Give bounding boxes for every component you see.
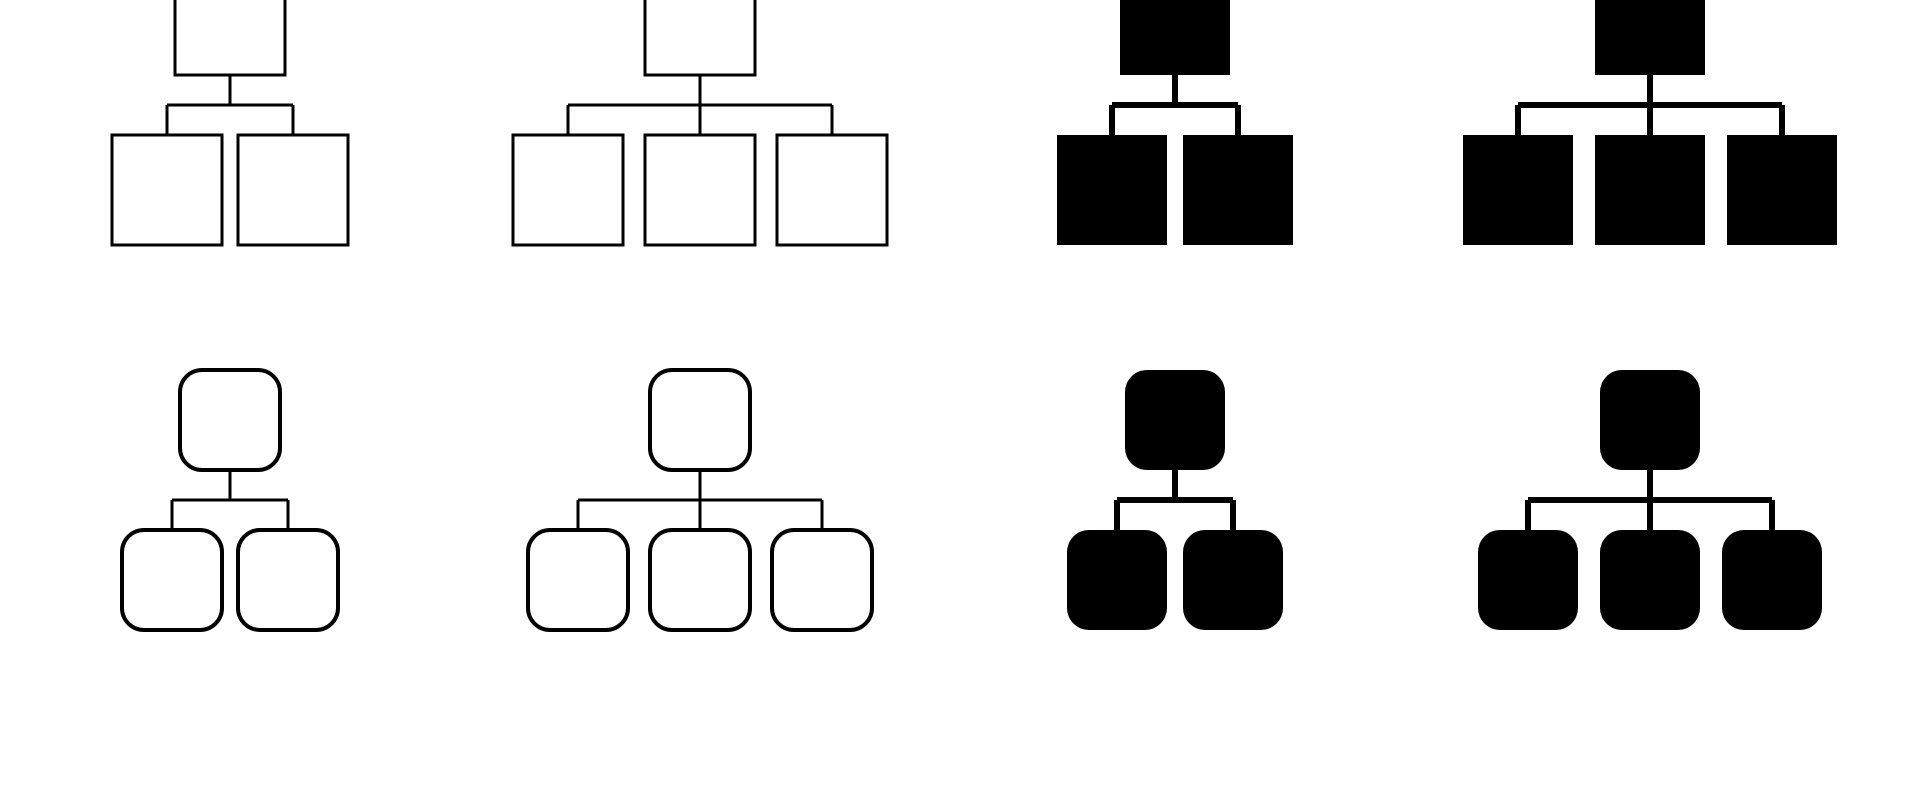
child-node xyxy=(238,135,348,245)
child-node xyxy=(1067,530,1167,630)
child-node xyxy=(528,530,628,630)
child-node xyxy=(1600,530,1700,630)
parent-node xyxy=(180,370,280,470)
hierarchy-sharp-outline-2-icon xyxy=(112,0,348,245)
child-node xyxy=(1183,530,1283,630)
parent-node xyxy=(645,0,755,75)
child-node xyxy=(1595,135,1705,245)
child-node xyxy=(772,530,872,630)
child-node xyxy=(513,135,623,245)
child-node xyxy=(777,135,887,245)
child-node xyxy=(1057,135,1167,245)
hierarchy-sharp-filled-3-icon xyxy=(1463,0,1837,245)
hierarchy-round-outline-2-icon xyxy=(122,370,338,630)
parent-node xyxy=(175,0,285,75)
child-node xyxy=(1478,530,1578,630)
hierarchy-icon-grid xyxy=(0,0,1920,807)
child-node xyxy=(1183,135,1293,245)
child-node xyxy=(1463,135,1573,245)
parent-node xyxy=(1125,370,1225,470)
hierarchy-round-outline-3-icon xyxy=(528,370,872,630)
child-node xyxy=(122,530,222,630)
child-node xyxy=(112,135,222,245)
child-node xyxy=(645,135,755,245)
child-node xyxy=(1727,135,1837,245)
parent-node xyxy=(650,370,750,470)
hierarchy-sharp-outline-3-icon xyxy=(513,0,887,245)
hierarchy-round-filled-2-icon xyxy=(1067,370,1283,630)
parent-node xyxy=(1595,0,1705,75)
parent-node xyxy=(1600,370,1700,470)
child-node xyxy=(650,530,750,630)
hierarchy-round-filled-3-icon xyxy=(1478,370,1822,630)
hierarchy-sharp-filled-2-icon xyxy=(1057,0,1293,245)
child-node xyxy=(238,530,338,630)
parent-node xyxy=(1120,0,1230,75)
child-node xyxy=(1722,530,1822,630)
